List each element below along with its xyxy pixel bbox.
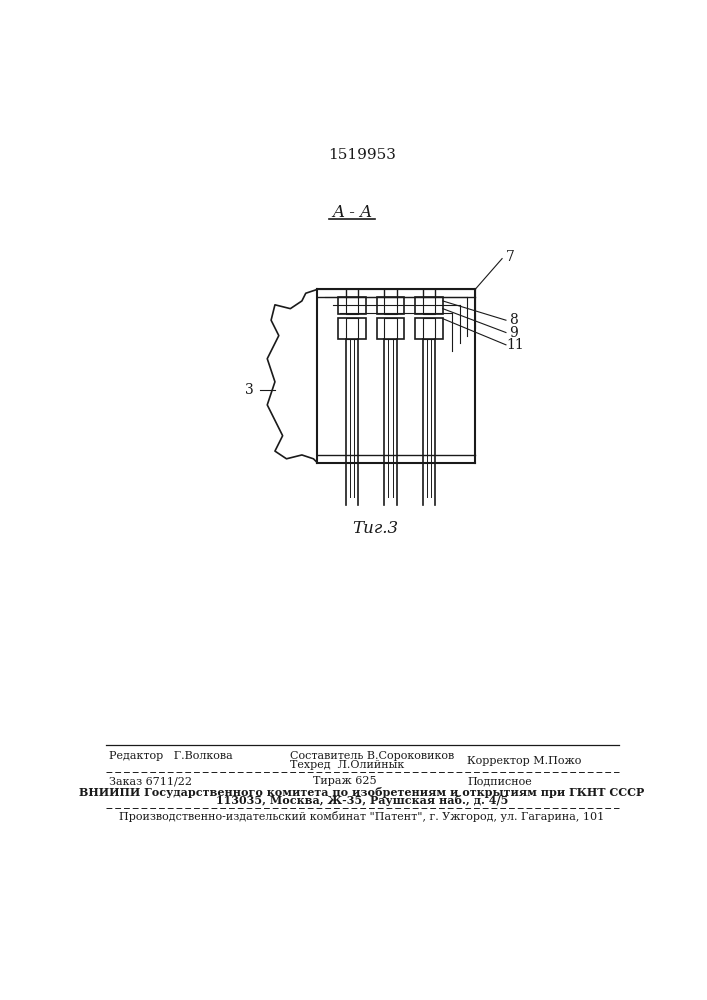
- Bar: [415, 318, 443, 339]
- Bar: [415, 297, 443, 314]
- Bar: [346, 318, 358, 339]
- Bar: [423, 318, 435, 339]
- Text: 9: 9: [509, 326, 518, 340]
- Text: 11: 11: [507, 338, 525, 352]
- Bar: [385, 318, 397, 339]
- Bar: [423, 297, 435, 314]
- Text: Корректор М.Пожо: Корректор М.Пожо: [467, 756, 582, 766]
- Text: Техред  Л.Олийнык: Техред Л.Олийнык: [291, 760, 404, 770]
- Text: 3: 3: [245, 382, 254, 396]
- Text: ВНИИПИ Государственного комитета по изобретениям и открытиям при ГКНТ СССР: ВНИИПИ Государственного комитета по изоб…: [79, 787, 645, 798]
- Text: 1519953: 1519953: [328, 148, 396, 162]
- Bar: [385, 297, 397, 314]
- Text: 8: 8: [509, 313, 518, 327]
- Text: Заказ 6711/22: Заказ 6711/22: [110, 776, 192, 786]
- Bar: [338, 297, 366, 314]
- Text: Производственно-издательский комбинат "Патент", г. Ужгород, ул. Гагарина, 101: Производственно-издательский комбинат "П…: [119, 811, 604, 822]
- Text: Тираж 625: Тираж 625: [313, 776, 377, 786]
- Text: Редактор   Г.Волкова: Редактор Г.Волкова: [110, 751, 233, 761]
- Text: Подписное: Подписное: [467, 776, 532, 786]
- Text: Τиг.3: Τиг.3: [352, 520, 398, 537]
- Text: 7: 7: [506, 250, 515, 264]
- Text: Составитель В.Сороковиков: Составитель В.Сороковиков: [291, 751, 455, 761]
- Text: 113035, Москва, Ж-35, Раушская наб., д. 4/5: 113035, Москва, Ж-35, Раушская наб., д. …: [216, 795, 508, 806]
- Bar: [338, 318, 366, 339]
- Bar: [377, 297, 404, 314]
- Bar: [346, 297, 358, 314]
- Bar: [377, 318, 404, 339]
- Text: A - A: A - A: [332, 204, 372, 221]
